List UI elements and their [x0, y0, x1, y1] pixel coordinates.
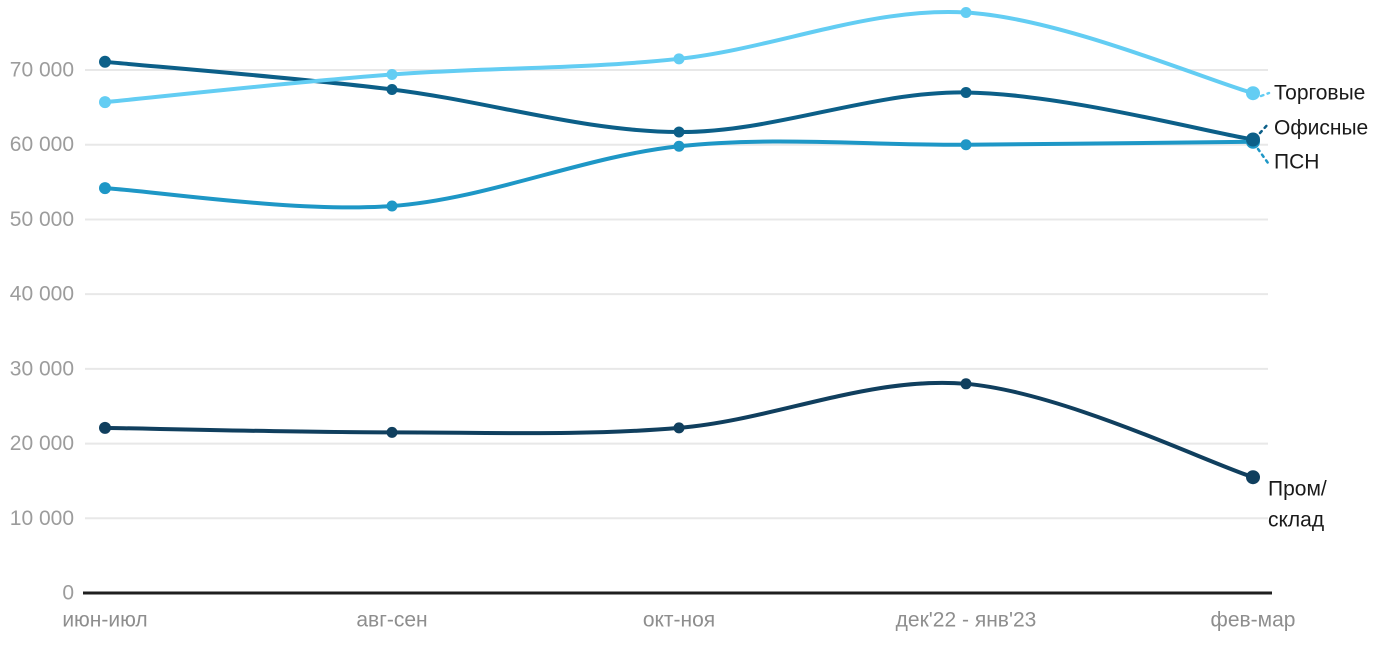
y-tick-label: 30 000 — [10, 357, 74, 380]
x-tick-label: дек'22 - янв'23 — [896, 609, 1037, 632]
series-point-psn-0 — [99, 182, 111, 195]
x-tick-label: июн-июл — [62, 609, 147, 632]
series-point-prom-sklad-0 — [99, 421, 111, 434]
y-tick-label: 0 — [62, 582, 74, 605]
x-tick-label: окт-ноя — [643, 609, 715, 632]
series-point-ofisnye-1 — [386, 83, 398, 95]
y-tick-label: 20 000 — [10, 432, 74, 455]
series-label-prom-sklad-line-2: склад — [1268, 509, 1324, 532]
leader-line-psn — [1256, 147, 1270, 165]
x-tick-label: авг-сен — [356, 609, 427, 632]
series-point-psn-1 — [386, 200, 398, 212]
y-tick-label: 50 000 — [10, 208, 74, 231]
series-point-ofisnye-4 — [1246, 132, 1260, 147]
series-label-ofisnye: Офисные — [1274, 117, 1368, 140]
series-label-torgovye: Торговые — [1274, 82, 1365, 105]
series-point-ofisnye-3 — [960, 86, 972, 98]
series-point-prom-sklad-3 — [960, 378, 972, 390]
y-tick-label: 40 000 — [10, 283, 74, 306]
series-point-prom-sklad-2 — [673, 422, 685, 434]
series-point-ofisnye-0 — [99, 55, 111, 68]
series-point-ofisnye-2 — [673, 126, 685, 138]
series-label-prom-sklad-line-1: Пром/ — [1268, 478, 1327, 501]
y-tick-label: 10 000 — [10, 507, 74, 530]
series-point-torgovye-0 — [99, 96, 111, 109]
y-tick-label: 70 000 — [10, 59, 74, 82]
series-point-psn-2 — [673, 140, 685, 152]
series-point-torgovye-1 — [386, 69, 398, 81]
leader-line-ofisnye — [1258, 121, 1271, 135]
series-point-torgovye-4 — [1246, 86, 1260, 101]
leader-line-torgovye — [1259, 91, 1271, 98]
y-tick-label: 60 000 — [10, 133, 74, 156]
x-tick-label: фев-мар — [1211, 609, 1296, 632]
series-label-psn: ПСН — [1274, 151, 1319, 174]
series-point-prom-sklad-4 — [1246, 470, 1260, 485]
series-point-torgovye-2 — [673, 53, 685, 65]
series-point-torgovye-3 — [960, 7, 972, 19]
series-point-prom-sklad-1 — [386, 426, 398, 438]
series-point-psn-3 — [960, 139, 972, 151]
